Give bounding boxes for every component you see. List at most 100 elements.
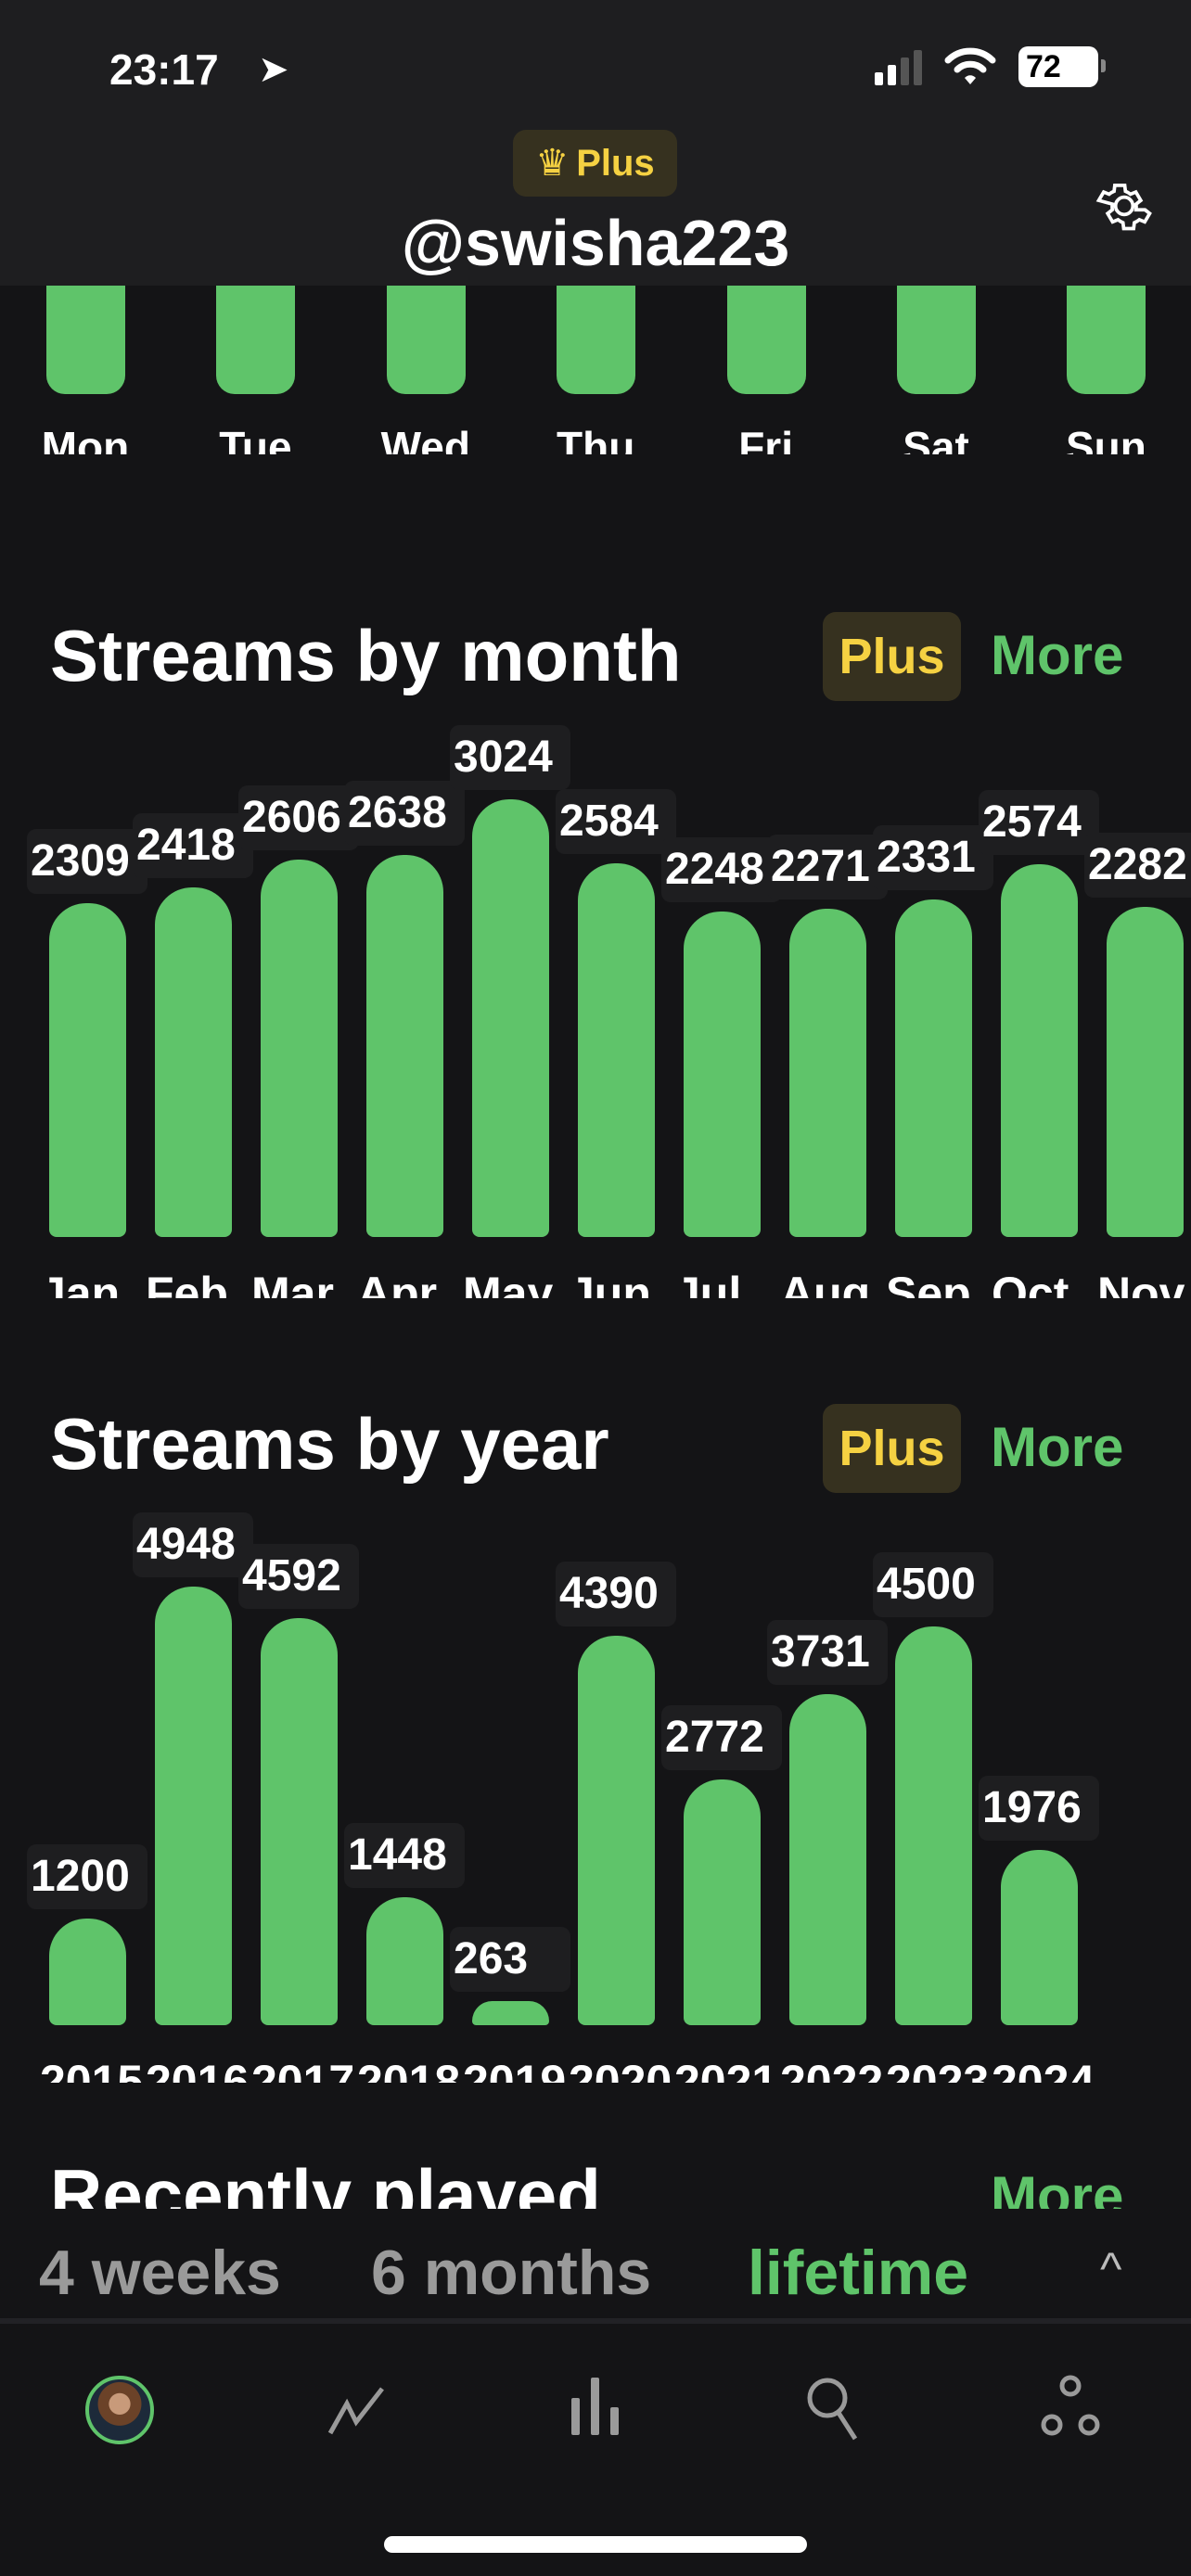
bar-2015[interactable] <box>49 1919 126 2025</box>
x-tick-label: Mar <box>251 1268 334 1298</box>
x-tick-label: May <box>463 1268 554 1298</box>
bar-value-label: 1976 <box>979 1776 1099 1842</box>
month-more-link[interactable]: More <box>991 624 1124 686</box>
x-tick-label: 2023 <box>886 2056 990 2083</box>
bottom-nav <box>0 2329 1191 2576</box>
x-tick-label: 2018 <box>357 2056 461 2083</box>
x-tick-label: 2024 <box>992 2056 1095 2083</box>
gear-icon[interactable] <box>1095 176 1154 236</box>
range-6-months[interactable]: 6 months <box>371 2238 652 2308</box>
bar-value-label: 3731 <box>767 1620 888 1686</box>
battery-indicator: 72 <box>1018 46 1106 87</box>
wifi-icon <box>944 47 996 84</box>
weekday-bar <box>216 286 296 394</box>
bar-Sep[interactable] <box>895 899 972 1237</box>
bar-value-label: 2271 <box>767 834 888 899</box>
bar-value-label: 1200 <box>27 1844 147 1910</box>
bar-2016[interactable] <box>155 1587 232 2025</box>
x-tick-label: 2017 <box>251 2056 355 2083</box>
weekday-label: Sun <box>1065 423 1146 454</box>
bar-value-label: 4500 <box>873 1551 993 1617</box>
month-plus-badge[interactable]: Plus <box>823 612 961 701</box>
bar-Apr[interactable] <box>366 855 443 1237</box>
bar-2024[interactable] <box>1001 1850 1078 2025</box>
x-tick-label: 2015 <box>40 2056 144 2083</box>
username: @swisha223 <box>401 207 790 279</box>
range-4-weeks[interactable]: 4 weeks <box>39 2238 281 2308</box>
header: 23:17 ➤ 72 ♛ Plus @swisha223 <box>0 0 1191 286</box>
x-tick-label: Aug <box>780 1268 871 1298</box>
x-tick-label: 2016 <box>146 2056 250 2083</box>
year-chart: 1200 2015 4948 2016 4592 2017 1448 2018 263 2019 4… <box>0 1502 1191 2083</box>
bar-2017[interactable] <box>261 1618 338 2025</box>
year-section-title: Streams by year <box>50 1403 609 1485</box>
chevron-up-icon[interactable]: ^ <box>1100 2243 1122 2295</box>
weekday-chart: Mon Tue Wed Thu Fri Sat Sun <box>0 286 1191 454</box>
bar-Feb[interactable] <box>155 886 232 1237</box>
month-chart: 2309 Jan 2418 Feb 2606 Mar 2638 Apr 3024 May 2584 J… <box>0 723 1191 1298</box>
bar-value-label: 4592 <box>238 1544 359 1610</box>
bar-value-label: 2418 <box>133 812 253 878</box>
x-tick-label: Jun <box>569 1268 651 1298</box>
bar-value-label: 3024 <box>450 725 570 790</box>
bar-May[interactable] <box>472 799 549 1237</box>
trend-icon[interactable] <box>327 2385 386 2437</box>
weekday-bar <box>46 286 125 394</box>
bar-2022[interactable] <box>789 1694 866 2025</box>
bar-Aug[interactable] <box>789 908 866 1237</box>
bar-value-label: 2282 <box>1084 832 1191 898</box>
bar-value-label: 2584 <box>556 788 676 854</box>
bar-value-label: 2638 <box>344 781 465 847</box>
x-tick-label: Sep <box>886 1268 971 1298</box>
bar-chart-icon[interactable] <box>568 2376 623 2437</box>
location-arrow-icon: ➤ <box>258 49 289 90</box>
bar-2020[interactable] <box>578 1636 655 2025</box>
x-tick-label: 2021 <box>674 2056 778 2083</box>
search-icon[interactable] <box>805 2376 861 2442</box>
range-lifetime[interactable]: lifetime <box>748 2238 969 2308</box>
x-tick-label: Nov <box>1097 1268 1185 1298</box>
x-tick-label: 2019 <box>463 2056 567 2083</box>
weekday-bar <box>557 286 636 394</box>
weekday-label: Fri <box>738 423 793 454</box>
bar-Nov[interactable] <box>1107 906 1184 1237</box>
bar-2021[interactable] <box>684 1779 761 2025</box>
home-indicator[interactable] <box>384 2536 807 2553</box>
weekday-label: Sat <box>903 423 969 454</box>
weekday-label: Tue <box>219 423 292 454</box>
bar-value-label: 2574 <box>979 790 1099 856</box>
bar-Jun[interactable] <box>578 862 655 1237</box>
bar-Jul[interactable] <box>684 912 761 1237</box>
friends-icon[interactable] <box>1041 2374 1100 2439</box>
bar-value-label: 263 <box>450 1927 570 1992</box>
weekday-bar <box>386 286 466 394</box>
x-tick-label: 2020 <box>569 2056 672 2083</box>
year-plus-badge[interactable]: Plus <box>823 1404 961 1493</box>
x-tick-label: Oct <box>992 1268 1069 1298</box>
plus-badge[interactable]: ♛ Plus <box>513 130 677 197</box>
bar-Jan[interactable] <box>49 902 126 1237</box>
year-more-link[interactable]: More <box>991 1416 1124 1478</box>
month-section-title: Streams by month <box>50 615 682 696</box>
x-tick-label: Jul <box>674 1268 742 1298</box>
crown-icon: ♛ <box>535 143 570 184</box>
weekday-label: Thu <box>557 423 635 454</box>
bar-value-label: 2331 <box>873 825 993 891</box>
weekday-label: Wed <box>380 423 470 454</box>
cellular-signal-icon <box>875 48 922 85</box>
weekday-bar <box>726 286 806 394</box>
bar-2023[interactable] <box>895 1626 972 2025</box>
bar-Mar[interactable] <box>261 860 338 1237</box>
x-tick-label: Jan <box>40 1268 121 1298</box>
weekday-label: Mon <box>41 423 130 454</box>
time-range-selector: 4 weeks 6 months lifetime ^ <box>0 2209 1191 2324</box>
bar-2019[interactable] <box>472 2001 549 2025</box>
bar-value-label: 2248 <box>661 837 782 903</box>
status-icons: 72 <box>875 46 1106 87</box>
bar-Oct[interactable] <box>1001 864 1078 1237</box>
profile-avatar[interactable] <box>85 2376 154 2444</box>
bar-value-label: 2309 <box>27 828 147 894</box>
bar-2018[interactable] <box>366 1896 443 2025</box>
weekday-bar <box>1067 286 1146 394</box>
weekday-bar <box>897 286 976 394</box>
